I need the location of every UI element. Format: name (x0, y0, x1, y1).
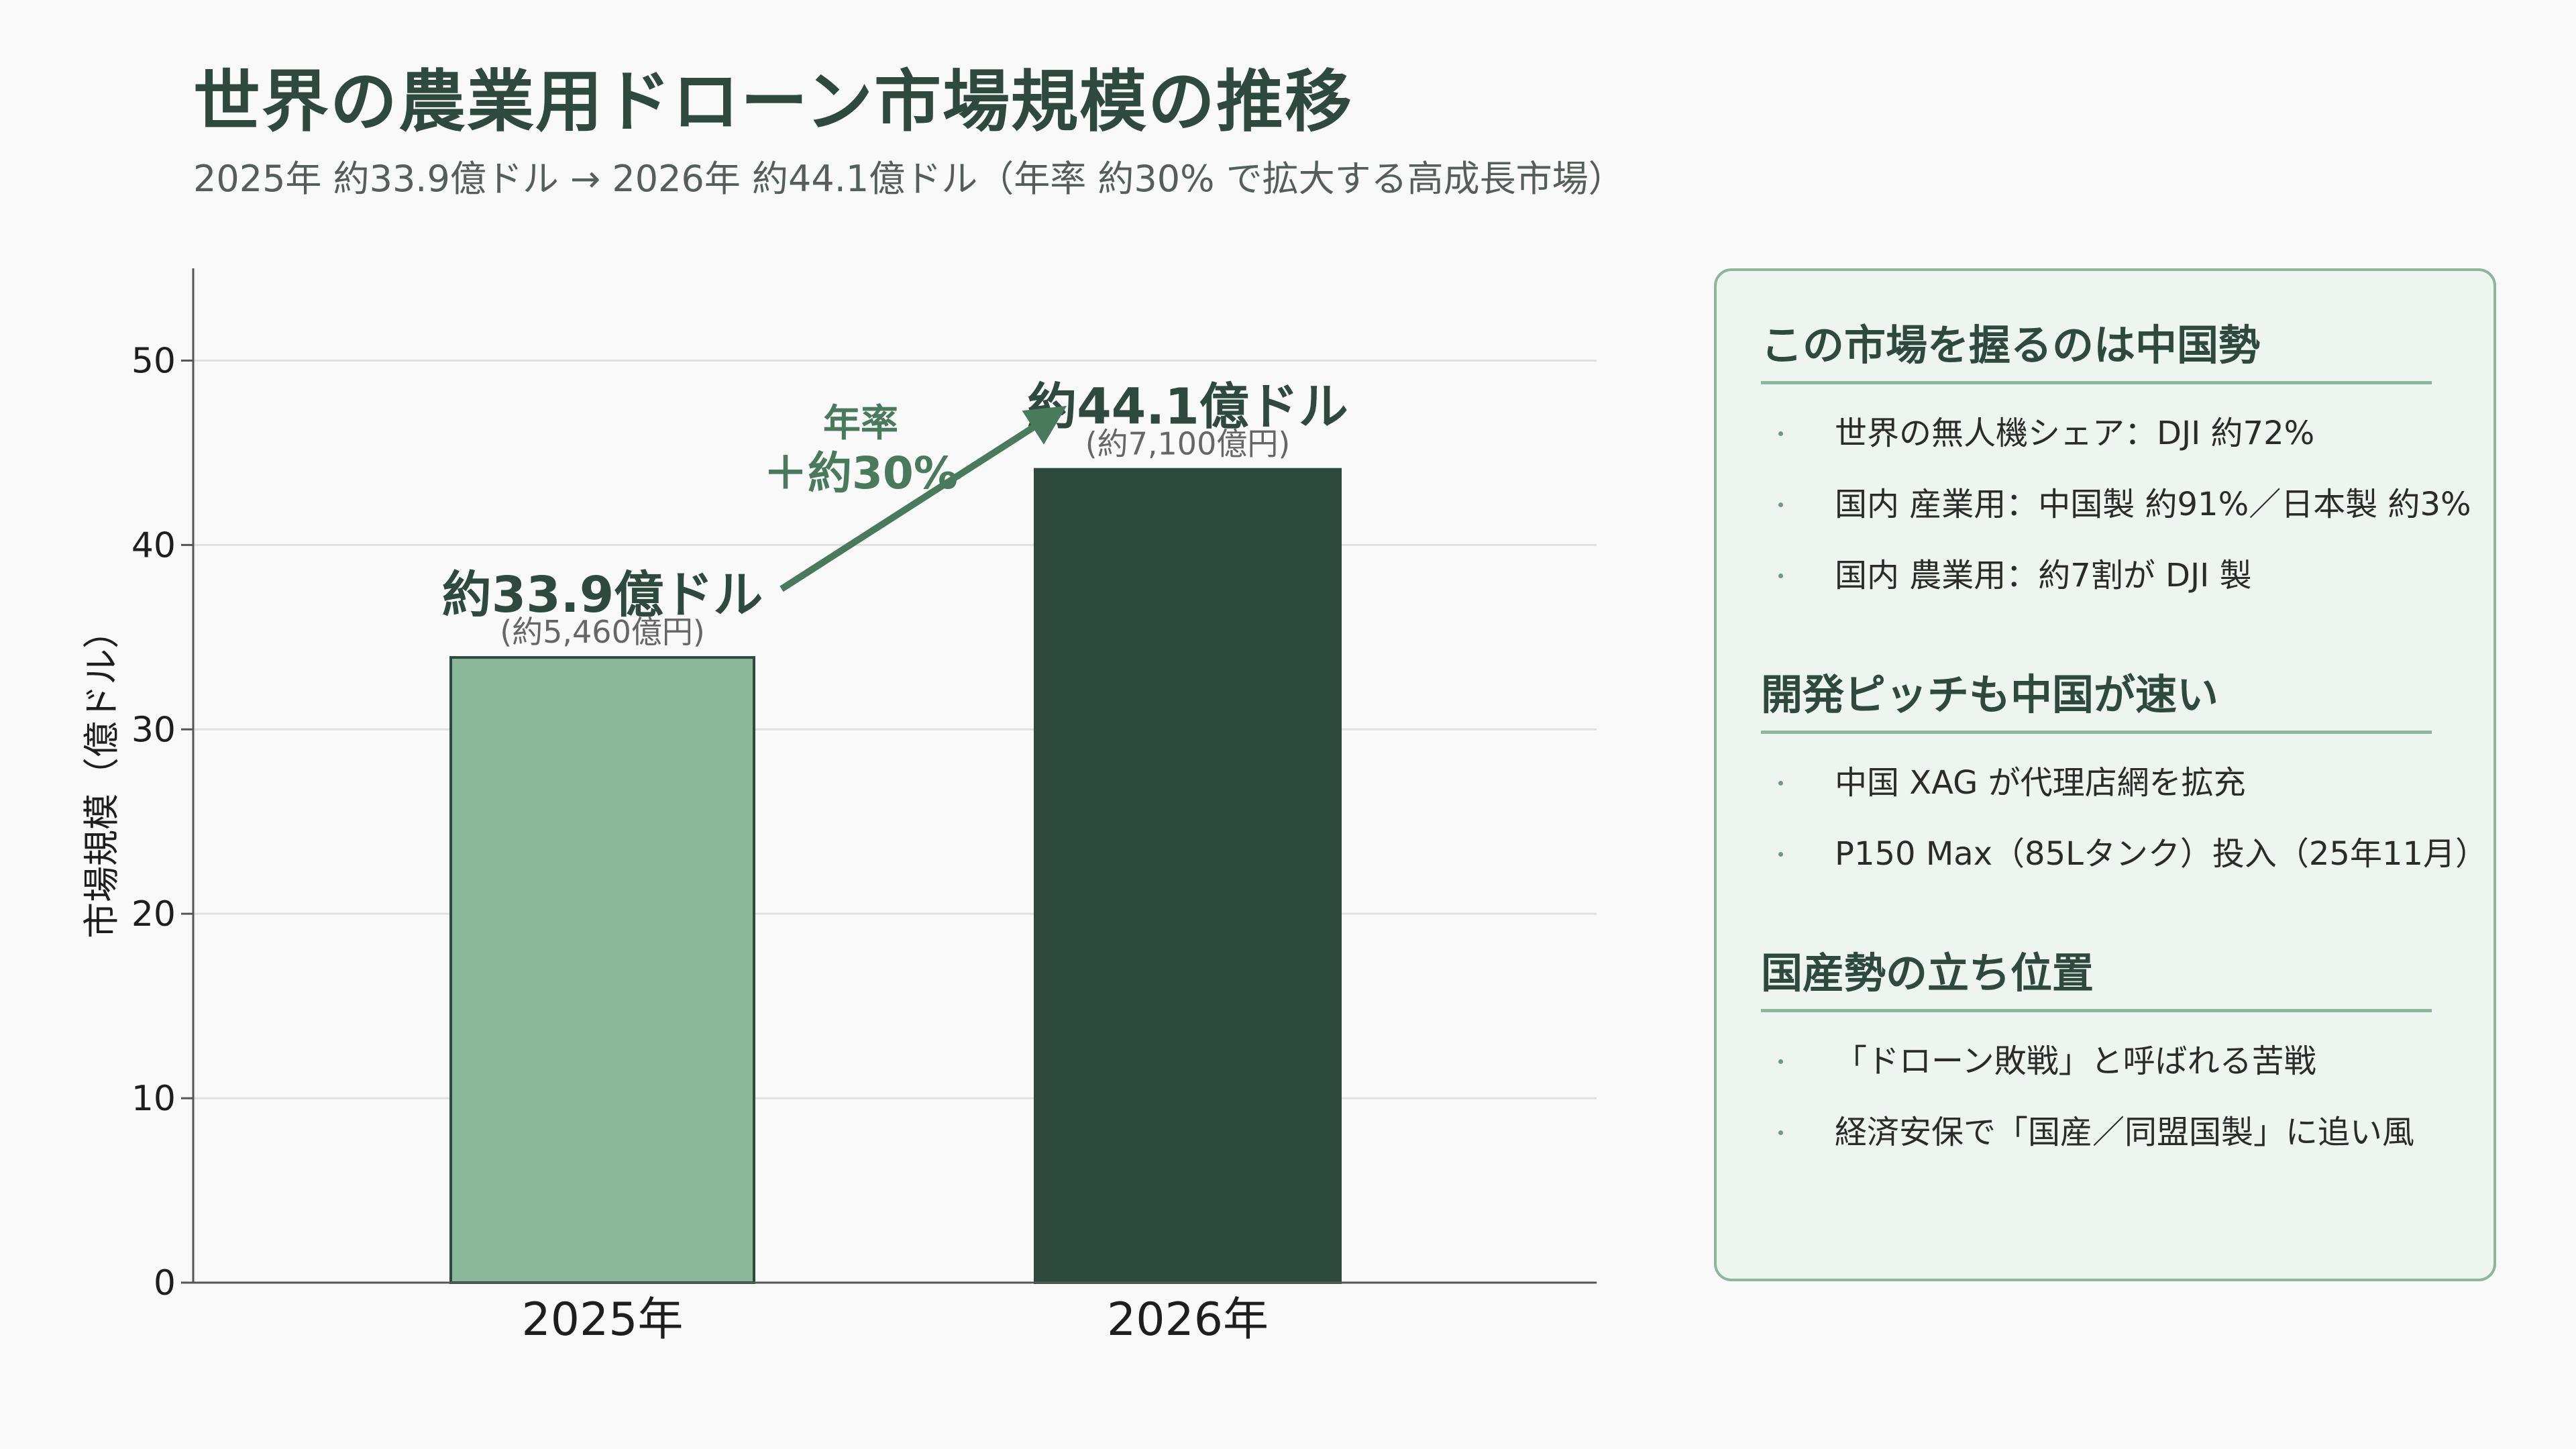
bar-2 (1034, 468, 1342, 1284)
bullet-dot-icon (1778, 781, 1783, 786)
x-tick-labels: 2025年 2026年 (521, 1293, 1269, 1346)
bar-value-label: 約33.9億ドル (442, 566, 763, 624)
growth-label-rate: 年率 (823, 402, 898, 445)
bullet-dot-icon (1778, 574, 1783, 578)
panel-section-title: この市場を握るのは中国勢 (1761, 311, 2432, 384)
panel-bullet-item: 国内 農業用：約7割が DJI 製 (1761, 540, 2493, 611)
grid-lines (193, 359, 1597, 1099)
panel-section: 開発ピッチも中国が速い中国 XAG が代理店網を拡充 P150 Max（85Lタン… (1761, 661, 2493, 890)
panel-bullet-text: 経済安保で「国産／同盟国製」に追い風 (1835, 1114, 2415, 1151)
panel-bullet-item: 中国 XAG が代理店網を拡充 (1761, 747, 2493, 818)
bullet-dot-icon (1778, 852, 1783, 857)
bar-yen-label: (約7,100億円) (1085, 426, 1291, 462)
y-tick-label: 30 (131, 710, 176, 750)
panel-bullet-item: 「ドローン敗戦」と呼ばれる苦戦 (1761, 1026, 2493, 1097)
panel-bullet-text: 中国 XAG が代理店網を拡充 (1835, 764, 2246, 802)
y-tick-label: 50 (131, 341, 176, 381)
panel-bullet-text: 国内 農業用：約7割が DJI 製 (1835, 557, 2252, 594)
panel-section-title: 国産勢の立ち位置 (1761, 939, 2432, 1012)
panel-section: 国産勢の立ち位置「ドローン敗戦」と呼ばれる苦戦経済安保で「国産／同盟国製」に追い… (1761, 939, 2493, 1168)
panel-section: この市場を握るのは中国勢世界の無人機シェア：DJI 約72% 国内 産業用：中国製… (1761, 311, 2493, 611)
y-axis-label: 市場規模（億ドル） (80, 612, 123, 938)
bullet-dot-icon (1778, 1130, 1783, 1135)
panel-bullet-item: P150 Max（85Lタンク）投入（25年11月） (1761, 818, 2493, 890)
x-tick-label: 2025年 (521, 1293, 683, 1346)
panel-section-title: 開発ピッチも中国が速い (1761, 661, 2432, 734)
panel-bullet-item: 国内 産業用：中国製 約91%／日本製 約3% (1761, 469, 2493, 540)
y-tick-labels: 0 10 20 30 40 50 (131, 341, 193, 1303)
bar-value-label: 約44.1億ドル (1027, 378, 1348, 436)
page-subtitle: 2025年 約33.9億ドル → 2026年 約44.1億ドル（年率 約30% … (193, 158, 1625, 200)
y-tick-label: 0 (154, 1263, 176, 1303)
market-size-bar-chart: 0 10 20 30 40 50 2025年 2026年 約33.9億ドル(約5,460億円… (80, 268, 1597, 1346)
panel-bullet-text: P150 Max（85Lタンク）投入（25年11月） (1835, 835, 2488, 873)
bar-yen-label: (約5,460億円) (500, 614, 705, 650)
bars (449, 468, 1342, 1284)
growth-label-value: ＋約30% (763, 447, 958, 499)
y-tick-label: 10 (131, 1079, 176, 1119)
bar-value-labels: 約33.9億ドル(約5,460億円) 約44.1億ドル(約7,100億円) (442, 378, 1348, 650)
panel-bullet-text: 国内 産業用：中国製 約91%／日本製 約3% (1835, 486, 2471, 523)
panel-bullet-text: 「ドローン敗戦」と呼ばれる苦戦 (1835, 1042, 2316, 1080)
bar-1 (449, 656, 755, 1284)
panel-bullet-item: 経済安保で「国産／同盟国製」に追い風 (1761, 1097, 2493, 1168)
bullet-dot-icon (1778, 502, 1783, 507)
y-tick-label: 40 (131, 525, 176, 566)
growth-arrow (780, 406, 1067, 592)
panel-bullet-item: 世界の無人機シェア：DJI 約72% (1761, 398, 2493, 469)
x-tick-label: 2026年 (1107, 1293, 1269, 1346)
y-tick-label: 20 (131, 894, 176, 934)
panel-bullet-text: 世界の無人機シェア：DJI 約72% (1835, 415, 2315, 452)
insight-panel: この市場を握るのは中国勢世界の無人機シェア：DJI 約72% 国内 産業用：中国製… (1714, 268, 2496, 1281)
bullet-dot-icon (1778, 431, 1783, 436)
bullet-dot-icon (1778, 1059, 1783, 1064)
page-title: 世界の農業用ドローン市場規模の推移 (193, 62, 1353, 141)
